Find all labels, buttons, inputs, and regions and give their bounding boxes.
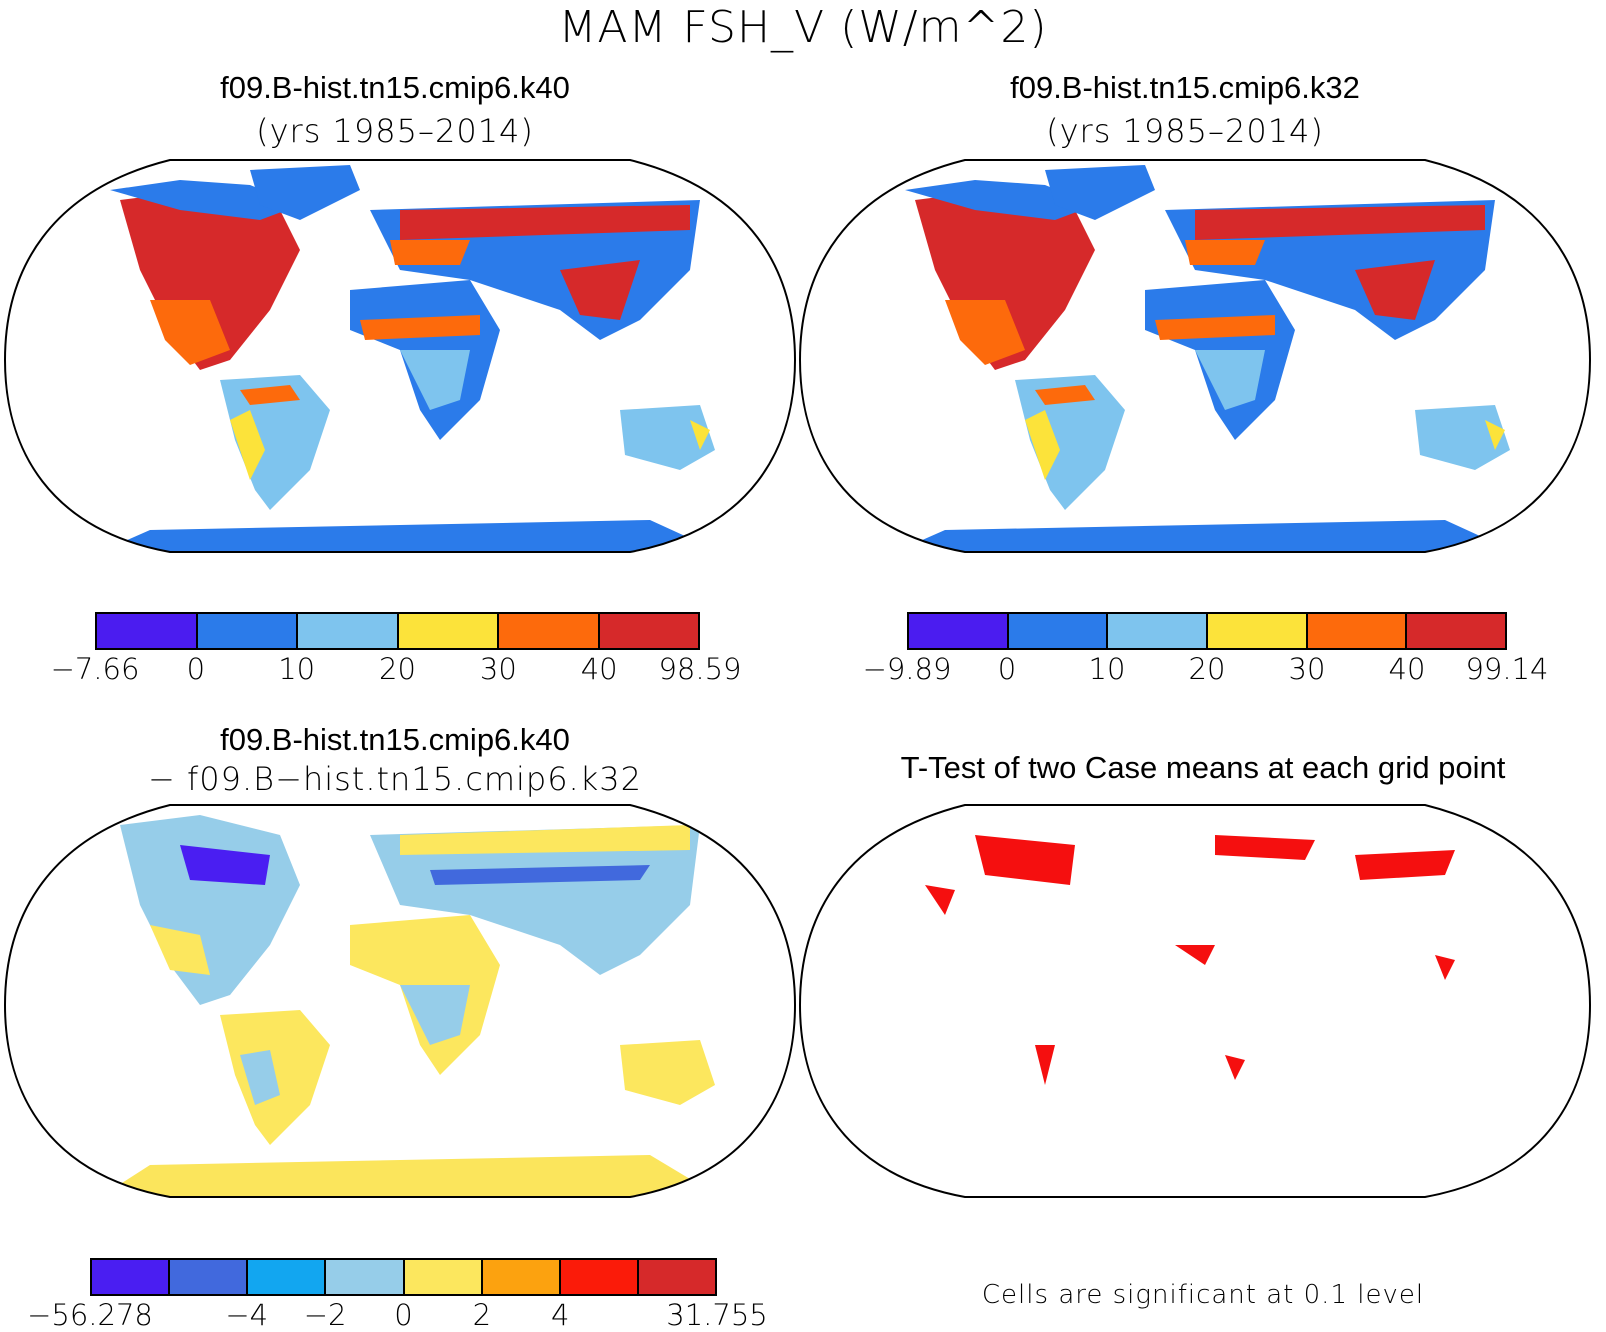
colorbar-swatch	[404, 1260, 483, 1294]
colorbar-swatch	[1208, 614, 1308, 648]
colorbar-tick-label: 10	[1088, 652, 1126, 686]
land-south-america	[220, 375, 330, 510]
land-eurasia	[370, 825, 700, 975]
colorbar-tick-label: 20	[1188, 652, 1226, 686]
colorbar-tick-label: 30	[479, 652, 517, 686]
land-north-america	[110, 180, 300, 370]
ttest-significance-note: Cells are significant at 0.1 level	[981, 1280, 1425, 1310]
map-boundary	[798, 804, 1592, 1198]
map-boundary	[3, 159, 797, 553]
colorbar-tick-label: 0	[394, 1298, 413, 1332]
land-australia	[1415, 405, 1510, 470]
colorbar-tick-label: −2	[303, 1298, 347, 1332]
colorbar-tick-label: −9.89	[862, 652, 952, 686]
colorbar-case2: −9.89 0 10 20 30 40 99.14	[863, 612, 1549, 686]
land-south-america	[1015, 375, 1125, 510]
land-africa	[1145, 280, 1295, 440]
land-north-america	[905, 180, 1095, 370]
colorbar-swatch	[398, 614, 499, 648]
colorbar-swatch	[248, 1260, 327, 1294]
map-ttest	[798, 804, 1592, 1198]
map-case1	[3, 159, 797, 553]
colorbar-swatch	[482, 1260, 561, 1294]
colorbar-tick-label: −7.66	[50, 652, 140, 686]
colorbar-swatch	[298, 614, 399, 648]
colorbar-swatch	[92, 1260, 171, 1294]
significance-regions	[925, 835, 1455, 1085]
colorbar-swatch	[197, 614, 298, 648]
colorbar-difference-labels: −56.278 −4 −2 0 2 4 31.755	[27, 1298, 768, 1332]
colorbar-tick-label: 99.14	[1465, 652, 1549, 686]
colorbar-tick-label: 98.59	[658, 652, 742, 686]
colorbar-difference-swatches	[90, 1258, 717, 1296]
colorbar-case1: −7.66 0 10 20 30 40 98.59	[51, 612, 742, 686]
colorbar-swatch	[170, 1260, 249, 1294]
land-greenland	[1045, 165, 1155, 220]
map-difference	[3, 804, 797, 1198]
colorbar-swatch	[638, 1260, 715, 1294]
land-south-america	[220, 1010, 330, 1145]
colorbar-swatch	[326, 1260, 405, 1294]
colorbar-swatch	[1008, 614, 1109, 648]
panel-diff-title: f09.B-hist.tn15.cmip6.k40	[220, 722, 570, 757]
colorbar-case2-swatches	[907, 612, 1507, 650]
colorbar-tick-label: 0	[997, 652, 1017, 686]
colorbar-tick-label: 20	[379, 652, 416, 686]
panel-ttest-title: T-Test of two Case means at each grid po…	[900, 750, 1506, 785]
land-north-america	[120, 815, 300, 1005]
colorbar-tick-label: −4	[225, 1298, 269, 1332]
colorbar-swatch	[1407, 614, 1506, 648]
colorbar-swatch	[599, 614, 698, 648]
land-eurasia	[370, 200, 700, 340]
panel-case1-subtitle: (yrs 1985–2014)	[256, 112, 534, 150]
colorbar-swatch	[499, 614, 600, 648]
land-antarctica	[100, 520, 720, 552]
land-antarctica	[895, 520, 1515, 552]
panel-case1-title: f09.B-hist.tn15.cmip6.k40	[220, 70, 570, 105]
colorbar-tick-label: 0	[186, 652, 206, 686]
colorbar-tick-label: 40	[580, 652, 618, 686]
colorbar-tick-label: 10	[278, 652, 316, 686]
map-case2	[798, 159, 1592, 553]
colorbar-tick-label: −56.278	[27, 1298, 153, 1332]
colorbar-tick-label: 4	[551, 1298, 570, 1332]
colorbar-tick-label: 2	[472, 1298, 492, 1332]
colorbar-case2-labels: −9.89 0 10 20 30 40 99.14	[863, 652, 1549, 686]
figure-title: MAM FSH_V (W/m^2)	[558, 2, 1048, 53]
colorbar-swatch	[1108, 614, 1209, 648]
panel-case2-subtitle: (yrs 1985–2014)	[1046, 112, 1324, 150]
colorbar-tick-label: 30	[1288, 652, 1326, 686]
colorbar-case1-swatches	[95, 612, 700, 650]
colorbar-swatch	[560, 1260, 639, 1294]
land-australia	[620, 405, 715, 470]
panel-diff-subtitle: − f09.B−hist.tn15.cmip6.k32	[148, 760, 642, 798]
land-antarctica	[100, 1155, 720, 1197]
land-eurasia	[1165, 200, 1495, 340]
panel-case2-title: f09.B-hist.tn15.cmip6.k32	[1010, 70, 1360, 105]
land-africa	[350, 280, 500, 440]
colorbar-difference: −56.278 −4 −2 0 2 4 31.755	[27, 1258, 768, 1332]
colorbar-swatch	[1307, 614, 1408, 648]
land-australia	[620, 1040, 715, 1105]
colorbar-swatch	[97, 614, 198, 648]
map-boundary	[3, 804, 797, 1198]
colorbar-swatch	[909, 614, 1009, 648]
map-boundary	[798, 159, 1592, 553]
land-greenland	[250, 165, 360, 220]
colorbar-tick-label: 31.755	[666, 1298, 768, 1332]
land-africa	[350, 915, 500, 1075]
colorbar-tick-label: 40	[1388, 652, 1426, 686]
colorbar-case1-labels: −7.66 0 10 20 30 40 98.59	[51, 652, 742, 686]
